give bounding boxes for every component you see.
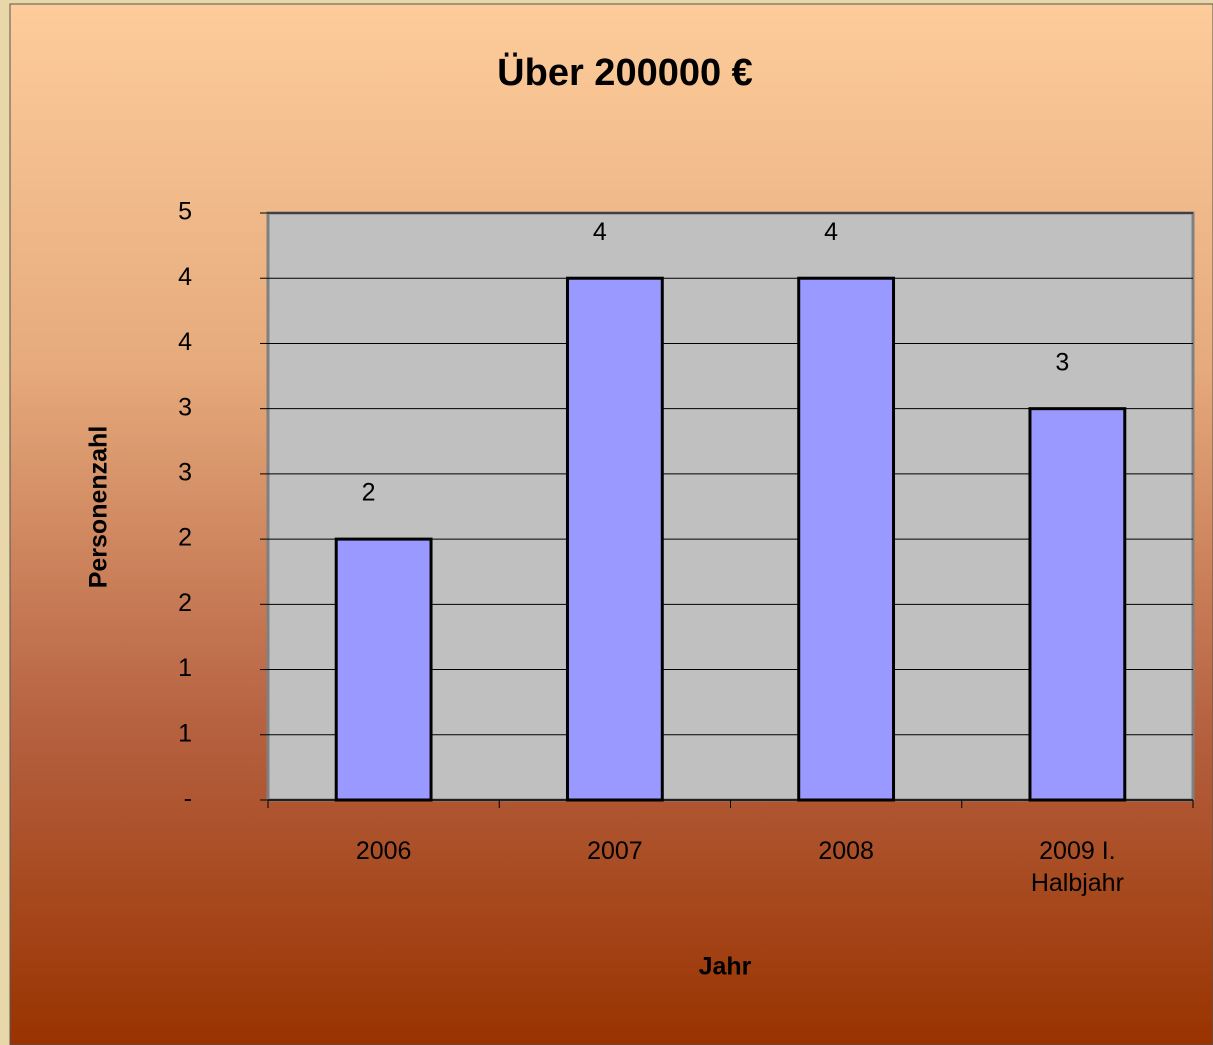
x-tick-label: 2008 (818, 837, 874, 865)
bar (565, 276, 664, 802)
data-label: 4 (593, 218, 607, 246)
x-tick-label-box: 2009 I. Halbjahr (1030, 837, 1124, 897)
x-tick-label-box: 2006 (355, 837, 412, 865)
data-label: 3 (1055, 348, 1069, 376)
y-tick-label: 5 (178, 198, 192, 226)
y-tick-label: 4 (178, 328, 192, 356)
x-tick-label: 2009 I. Halbjahr (1030, 837, 1124, 897)
y-tick-label: 3 (178, 393, 192, 421)
y-tick-label: 2 (178, 524, 192, 552)
data-label: 2 (362, 479, 376, 507)
chart-title: Über 200000 € (497, 51, 753, 94)
y-tick-label: 4 (178, 263, 192, 291)
x-tick-label-box: 2007 (587, 837, 643, 865)
data-label: 4 (824, 218, 838, 246)
x-tick-label: 2006 (355, 837, 412, 865)
x-tick-label: 2007 (587, 837, 643, 865)
y-tick-label: 1 (178, 654, 192, 682)
y-tick-label: 1 (178, 719, 192, 747)
y-axis-title: Personenzahl (85, 426, 113, 589)
y-tick-label: 3 (178, 458, 192, 486)
y-tick-label: - (184, 785, 192, 813)
y-tick-label: 2 (178, 589, 192, 617)
bar (797, 276, 896, 802)
x-tick-label-box: 2008 (818, 837, 874, 865)
bar (1028, 407, 1127, 802)
x-axis-title: Jahr (699, 953, 752, 981)
bar (334, 537, 433, 802)
